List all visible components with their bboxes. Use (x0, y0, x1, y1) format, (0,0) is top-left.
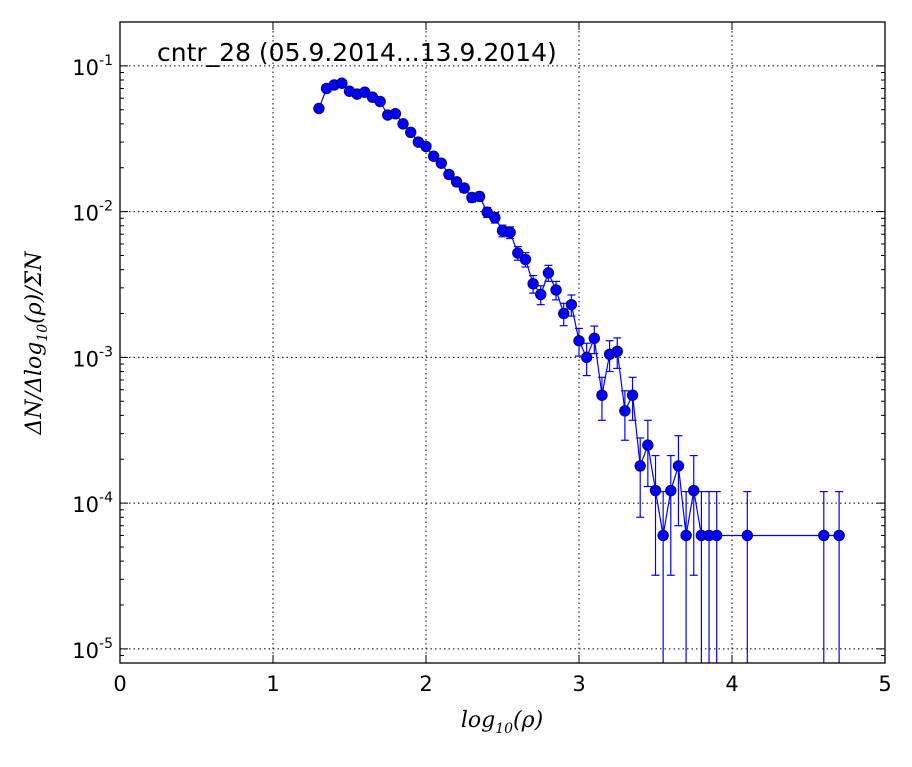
data-point (389, 107, 402, 120)
y-tick-label: 10-4 (72, 490, 113, 517)
data-point (435, 157, 447, 169)
data-point (741, 529, 753, 542)
data-point (619, 405, 631, 417)
x-tick-label: 3 (572, 672, 585, 696)
y-tick-label: 10-3 (72, 344, 113, 371)
data-point (649, 484, 662, 497)
x-tick-label: 0 (113, 672, 126, 696)
data-point (519, 253, 532, 266)
data-point (588, 332, 600, 345)
data-point (512, 247, 524, 259)
x-tick-label: 5 (878, 672, 891, 696)
data-point (481, 206, 493, 218)
data-point (626, 389, 639, 401)
data-point (458, 182, 470, 194)
data-point (580, 351, 593, 364)
x-tick-label: 2 (419, 672, 432, 696)
y-axis-label: ΔN/Δlog10(ρ)/ΣN (22, 251, 51, 436)
data-point (473, 190, 486, 203)
data-point (542, 267, 555, 279)
data-point (397, 118, 409, 130)
data-point (688, 484, 700, 497)
data-point (657, 529, 669, 542)
data-point (550, 284, 562, 296)
data-point (711, 529, 723, 542)
data-point (558, 307, 570, 320)
data-point (634, 460, 646, 472)
y-tick-label: 10-1 (72, 53, 113, 80)
plot-frame (119, 21, 886, 664)
data-point (336, 77, 348, 89)
data-point (427, 150, 440, 162)
data-point (665, 484, 677, 497)
data-point (535, 288, 547, 301)
data-point (680, 529, 692, 542)
x-tick-label: 4 (725, 672, 738, 696)
x-axis-label: log10(ρ) (461, 708, 543, 737)
data-point (596, 389, 608, 401)
chart-title: cntr_28 (05.9.2014...13.9.2014) (157, 38, 557, 67)
data-point (573, 335, 585, 347)
data-point (833, 529, 845, 542)
data-point (672, 460, 685, 472)
data-point (565, 298, 578, 311)
data-point (405, 126, 417, 139)
data-point (374, 95, 386, 108)
data-point (489, 211, 501, 224)
y-tick-label: 10-5 (72, 636, 113, 663)
data-point (504, 226, 516, 239)
data-point (527, 278, 539, 290)
axis-ticks: 0 1 2 3 4 5 10-1 10-2 10-3 10-4 10-5 (72, 22, 892, 696)
data-point (818, 529, 830, 542)
x-tick-label: 1 (266, 672, 279, 696)
data-point (420, 140, 432, 153)
data-point (642, 439, 654, 451)
data-point (443, 168, 455, 181)
data-point (313, 102, 325, 115)
data-point (611, 345, 623, 358)
data-point (450, 176, 463, 188)
y-tick-label: 10-2 (72, 199, 113, 226)
data-series (313, 77, 845, 663)
